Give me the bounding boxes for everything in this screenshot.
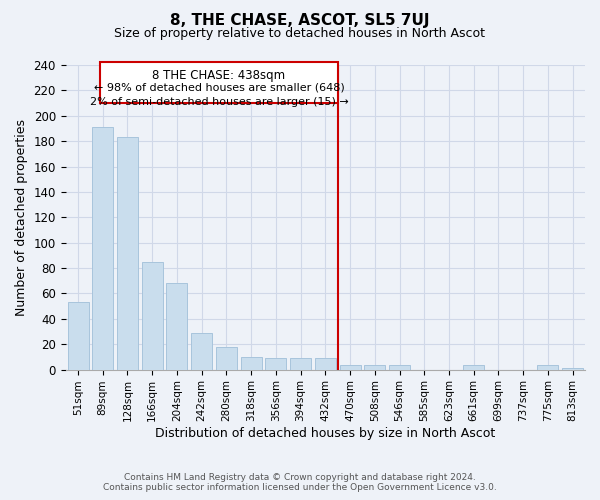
- Bar: [340, 364, 361, 370]
- Bar: [142, 262, 163, 370]
- Bar: [538, 364, 559, 370]
- X-axis label: Distribution of detached houses by size in North Ascot: Distribution of detached houses by size …: [155, 427, 496, 440]
- Bar: [117, 138, 138, 370]
- Text: 8 THE CHASE: 438sqm: 8 THE CHASE: 438sqm: [152, 69, 286, 82]
- Bar: [364, 364, 385, 370]
- Bar: [562, 368, 583, 370]
- Bar: [290, 358, 311, 370]
- Bar: [241, 357, 262, 370]
- Bar: [315, 358, 336, 370]
- Bar: [68, 302, 89, 370]
- Text: ← 98% of detached houses are smaller (648): ← 98% of detached houses are smaller (64…: [94, 83, 344, 93]
- Bar: [92, 127, 113, 370]
- Bar: [191, 333, 212, 370]
- FancyBboxPatch shape: [100, 62, 338, 103]
- Bar: [216, 347, 237, 370]
- Text: Size of property relative to detached houses in North Ascot: Size of property relative to detached ho…: [115, 28, 485, 40]
- Text: Contains HM Land Registry data © Crown copyright and database right 2024.
Contai: Contains HM Land Registry data © Crown c…: [103, 473, 497, 492]
- Bar: [463, 364, 484, 370]
- Bar: [265, 358, 286, 370]
- Text: 8, THE CHASE, ASCOT, SL5 7UJ: 8, THE CHASE, ASCOT, SL5 7UJ: [170, 12, 430, 28]
- Bar: [389, 364, 410, 370]
- Text: 2% of semi-detached houses are larger (15) →: 2% of semi-detached houses are larger (1…: [89, 96, 349, 106]
- Y-axis label: Number of detached properties: Number of detached properties: [15, 119, 28, 316]
- Bar: [166, 284, 187, 370]
